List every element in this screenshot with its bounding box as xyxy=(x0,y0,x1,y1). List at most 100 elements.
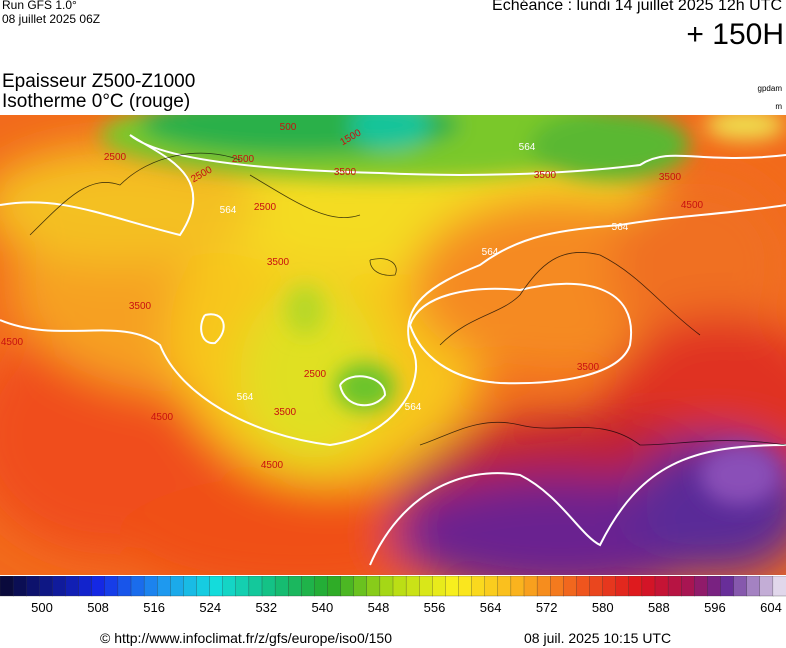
colorbar-swatch xyxy=(39,576,54,597)
colorbar-swatch xyxy=(550,576,564,597)
colorbar-label: 580 xyxy=(592,600,614,615)
colorbar-swatch xyxy=(432,576,447,597)
contour-label: 4500 xyxy=(261,460,284,471)
echeance: Echéance : lundi 14 juillet 2025 12h UTC xyxy=(492,0,782,14)
colorbar-swatch xyxy=(209,576,224,597)
colorbar-swatch xyxy=(26,576,40,597)
colorbar-swatch xyxy=(746,576,761,597)
colorbar: 500 508 516 524 532 540 548 556 564 572 580 588 596 6… xyxy=(0,576,786,615)
colorbar-label: 564 xyxy=(480,600,502,615)
colorbar-swatch xyxy=(0,576,14,597)
colorbar-swatch xyxy=(78,576,93,597)
contour-label: 4500 xyxy=(681,200,704,211)
colorbar-swatch xyxy=(170,576,185,597)
isolines-564 xyxy=(0,134,786,566)
colorbar-swatch xyxy=(379,576,394,597)
lead-time: + 150H xyxy=(686,18,784,51)
colorbar-label: 508 xyxy=(87,600,109,615)
colorbar-swatch xyxy=(641,576,656,597)
colorbar-swatch xyxy=(91,576,106,597)
colorbar-swatch xyxy=(615,576,630,597)
contour-label: 3500 xyxy=(534,170,557,181)
colorbar-swatch xyxy=(288,576,302,597)
colorbar-swatch xyxy=(353,576,368,597)
colorbar-swatch xyxy=(510,576,525,597)
contour-label: 3500 xyxy=(659,172,682,183)
contour-label: 4500 xyxy=(1,337,24,348)
colorbar-swatch xyxy=(261,576,276,597)
coastlines xyxy=(29,152,786,446)
contour-label: 564 xyxy=(405,402,422,413)
thickness-field xyxy=(0,115,786,575)
colorbar-swatch xyxy=(104,576,119,597)
contour-label: 4500 xyxy=(151,412,174,423)
contour-label: 564 xyxy=(237,392,254,403)
colorbar-label: 532 xyxy=(255,600,277,615)
contour-label: 500 xyxy=(280,122,297,133)
source-url: © http://www.infoclimat.fr/z/gfs/europe/… xyxy=(100,630,393,646)
colorbar-label: 540 xyxy=(312,600,334,615)
generated-time: 08 juil. 2025 10:15 UTC xyxy=(524,630,672,646)
colorbar-swatch xyxy=(274,576,289,597)
colorbar-label: 604 xyxy=(760,600,782,615)
colorbar-swatch xyxy=(183,576,198,597)
colorbar-swatch xyxy=(52,576,67,597)
colorbar-swatch xyxy=(694,576,709,597)
contour-label: 2500 xyxy=(232,154,255,165)
unit-top: gpdam xyxy=(757,84,782,93)
colorbar-swatch xyxy=(497,576,512,597)
colorbar-swatch xyxy=(589,576,604,597)
colorbar-swatch xyxy=(628,576,643,597)
colorbar-label: 572 xyxy=(536,600,558,615)
colorbar-swatch xyxy=(759,576,774,597)
colorbar-swatch xyxy=(366,576,381,597)
colorbar-swatch xyxy=(419,576,433,597)
contour-label: 3500 xyxy=(334,167,357,178)
colorbar-swatch xyxy=(536,576,551,597)
colorbar-swatch xyxy=(720,576,735,597)
colorbar-label: 500 xyxy=(31,600,53,615)
colorbar-label: 556 xyxy=(424,600,446,615)
colorbar-swatch xyxy=(301,576,316,597)
contour-label: 2500 xyxy=(104,152,127,163)
colorbar-label: 588 xyxy=(648,600,670,615)
colorbar-swatch xyxy=(143,576,158,597)
colorbar-swatch xyxy=(340,576,355,597)
colorbar-swatch xyxy=(196,576,211,597)
colorbar-swatch xyxy=(12,576,27,597)
colorbar-swatch xyxy=(772,576,786,597)
colorbar-swatch xyxy=(65,576,80,597)
contour-label: 2500 xyxy=(254,202,277,213)
map-title: Epaisseur Z500-Z1000 xyxy=(2,71,196,92)
colorbar-swatch xyxy=(667,576,682,597)
colorbar-swatch xyxy=(222,576,237,597)
contour-label: 3500 xyxy=(577,362,600,373)
colorbar-swatch xyxy=(248,576,263,597)
colorbar-swatch xyxy=(563,576,578,597)
colorbar-swatch xyxy=(576,576,591,597)
colorbar-swatch xyxy=(157,576,171,597)
colorbar-label: 516 xyxy=(143,600,165,615)
colorbar-swatch xyxy=(117,576,132,597)
colorbar-swatch xyxy=(458,576,473,597)
unit-bottom: m xyxy=(775,102,782,111)
contour-label: 564 xyxy=(482,247,499,258)
colorbar-swatch xyxy=(327,576,342,597)
colorbar-swatch xyxy=(654,576,669,597)
colorbar-swatch xyxy=(130,576,145,597)
colorbar-swatch xyxy=(484,576,499,597)
colorbar-swatch xyxy=(405,576,420,597)
colorbar-swatch xyxy=(707,576,722,597)
colorbar-swatch xyxy=(471,576,486,597)
map-subtitle: Isotherme 0°C (rouge) xyxy=(2,91,191,112)
contour-label: 2500 xyxy=(304,369,327,380)
contour-label: 564 xyxy=(220,205,237,216)
colorbar-swatch xyxy=(602,576,617,597)
colorbar-label: 524 xyxy=(199,600,221,615)
contour-label: 3500 xyxy=(129,301,152,312)
colorbar-swatch xyxy=(733,576,748,597)
colorbar-label: 596 xyxy=(704,600,726,615)
colorbar-label: 548 xyxy=(368,600,390,615)
